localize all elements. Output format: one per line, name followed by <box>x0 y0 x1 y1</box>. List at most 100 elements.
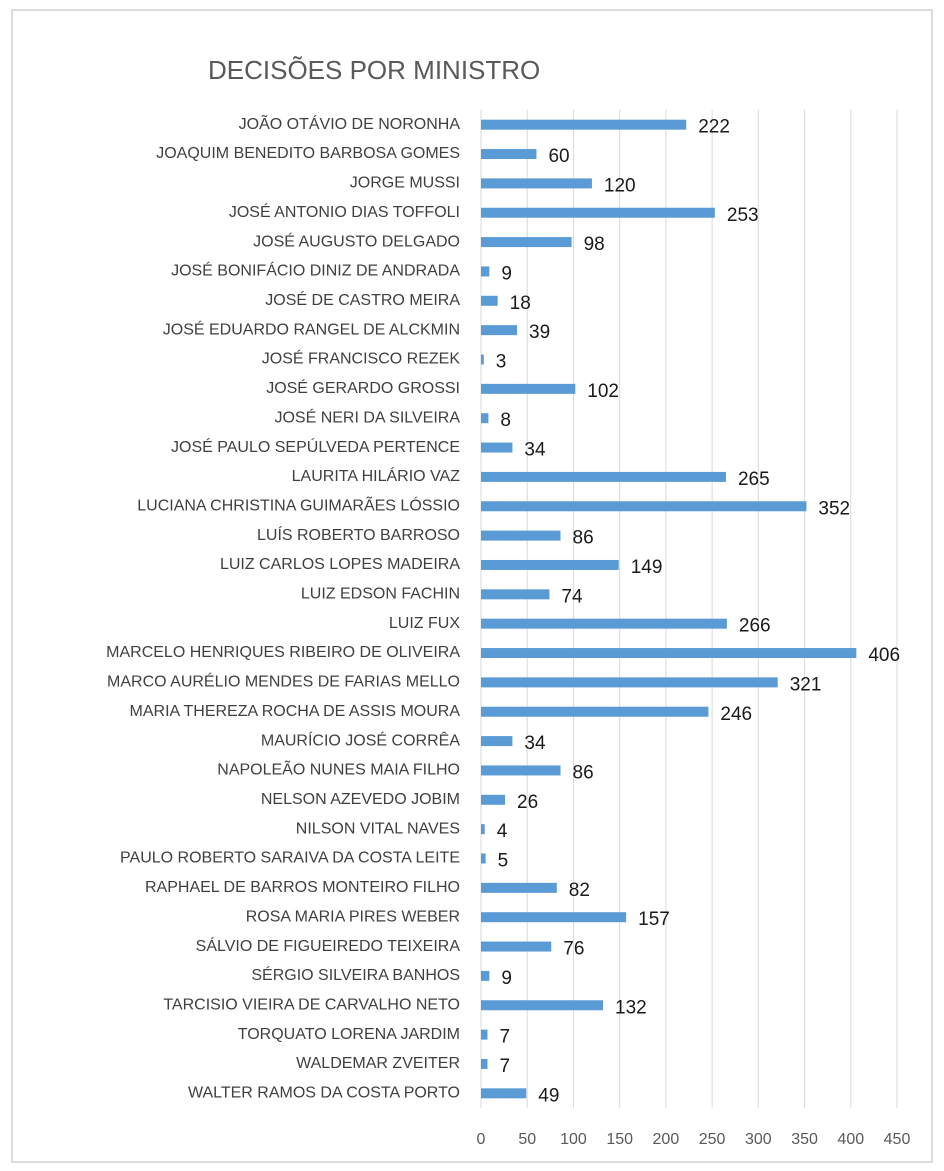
y-tick-label: MAURÍCIO JOSÉ CORRÊA <box>261 730 460 749</box>
y-tick-label: TARCISIO VIEIRA DE CARVALHO NETO <box>163 996 460 1013</box>
data-label: 9 <box>501 968 512 989</box>
y-tick-label: SÁLVIO DE FIGUEIREDO TEIXEIRA <box>196 936 461 955</box>
data-label: 39 <box>529 322 550 343</box>
bar <box>481 677 778 688</box>
bar <box>481 589 550 600</box>
y-tick-label: MARCO AURÉLIO MENDES DE FARIAS MELLO <box>107 672 460 691</box>
bar <box>481 471 726 482</box>
bar <box>481 1000 604 1011</box>
bar <box>481 119 687 130</box>
bar <box>481 706 709 717</box>
y-tick-label: LUIZ FUX <box>389 615 460 632</box>
bar <box>481 1058 488 1069</box>
data-label: 132 <box>615 997 647 1018</box>
bar <box>481 413 489 424</box>
data-label: 406 <box>868 645 900 666</box>
data-label: 76 <box>563 939 584 960</box>
y-tick-label: NAPOLEÃO NUNES MAIA FILHO <box>217 759 460 779</box>
x-tick-label: 400 <box>837 1131 864 1148</box>
data-label: 26 <box>517 792 538 813</box>
bar <box>481 207 715 218</box>
data-label: 74 <box>561 586 583 607</box>
bar <box>481 501 807 512</box>
y-tick-label: PAULO ROBERTO SARAIVA DA COSTA LEITE <box>120 850 460 867</box>
bar <box>481 178 592 189</box>
bar <box>481 618 727 629</box>
x-tick-label: 250 <box>699 1131 726 1148</box>
x-tick-label: 450 <box>884 1131 911 1148</box>
data-label: 3 <box>496 352 507 373</box>
data-label: 157 <box>638 909 670 930</box>
y-tick-label: TORQUATO LORENA JARDIM <box>238 1026 460 1043</box>
data-label: 9 <box>501 263 512 284</box>
y-tick-label: LUIZ EDSON FACHIN <box>301 586 460 603</box>
y-tick-label: JOSÉ GERARDO GROSSI <box>266 378 460 397</box>
x-tick-label: 350 <box>791 1131 818 1148</box>
y-tick-label: SÉRGIO SILVEIRA BANHOS <box>251 965 460 984</box>
y-tick-label: LUCIANA CHRISTINA GUIMARÃES LÓSSIO <box>137 494 460 514</box>
data-label: 321 <box>790 674 822 695</box>
bar <box>481 530 561 541</box>
bar <box>481 354 484 365</box>
bar <box>481 941 552 952</box>
bar <box>481 824 485 835</box>
bar <box>481 912 627 923</box>
data-label: 266 <box>739 616 771 637</box>
y-tick-label: LUÍS ROBERTO BARROSO <box>257 525 460 544</box>
y-tick-label: WALDEMAR ZVEITER <box>296 1055 460 1072</box>
y-tick-label: WALTER RAMOS DA COSTA PORTO <box>188 1085 460 1102</box>
y-tick-label: JOSÉ ANTONIO DIAS TOFFOLI <box>229 202 460 221</box>
data-label: 102 <box>587 381 619 402</box>
y-tick-label: JORGE MUSSI <box>350 175 460 192</box>
data-label: 246 <box>720 704 752 725</box>
y-tick-label: JOSÉ DE CASTRO MEIRA <box>265 290 460 309</box>
bar <box>481 882 557 893</box>
data-label: 8 <box>500 410 511 431</box>
data-label: 7 <box>499 1027 510 1048</box>
data-label: 222 <box>698 117 730 138</box>
bar <box>481 765 561 776</box>
x-tick-label: 50 <box>518 1131 536 1148</box>
bar <box>481 266 490 277</box>
bar <box>481 149 537 160</box>
bar <box>481 237 572 248</box>
data-label: 34 <box>524 733 546 754</box>
y-tick-label: JOÃO OTÁVIO DE NORONHA <box>239 113 461 133</box>
y-tick-label: JOSÉ AUGUSTO DELGADO <box>253 231 460 250</box>
data-label: 265 <box>738 469 770 490</box>
bar <box>481 794 506 805</box>
chart-title: DECISÕES POR MINISTRO <box>208 55 540 85</box>
data-label: 5 <box>498 851 509 872</box>
bar <box>481 325 518 336</box>
x-tick-label: 150 <box>606 1131 633 1148</box>
bar <box>481 559 619 570</box>
bar <box>481 1029 488 1040</box>
data-label: 120 <box>604 175 636 196</box>
data-label: 352 <box>818 498 850 519</box>
y-tick-label: JOAQUIM BENEDITO BARBOSA GOMES <box>156 145 460 162</box>
data-label: 7 <box>499 1056 510 1077</box>
x-tick-label: 100 <box>560 1131 587 1148</box>
bar <box>481 648 857 659</box>
bar <box>481 295 498 306</box>
data-label: 18 <box>510 293 531 314</box>
y-tick-label: NELSON AZEVEDO JOBIM <box>261 791 460 808</box>
data-label: 86 <box>573 762 594 783</box>
data-label: 98 <box>584 234 605 255</box>
y-tick-label: LAURITA HILÁRIO VAZ <box>292 466 461 485</box>
y-tick-label: JOSÉ NERI DA SILVEIRA <box>274 407 460 426</box>
data-label: 86 <box>573 528 594 549</box>
bar <box>481 1088 527 1099</box>
data-label: 4 <box>497 821 508 842</box>
data-label: 34 <box>524 440 546 461</box>
x-tick-label: 0 <box>477 1131 486 1148</box>
data-label: 82 <box>569 880 590 901</box>
x-tick-label: 200 <box>653 1131 680 1148</box>
y-tick-label: JOSÉ FRANCISCO REZEK <box>262 349 461 368</box>
y-tick-label: RAPHAEL DE BARROS MONTEIRO FILHO <box>145 879 460 896</box>
data-label: 253 <box>727 205 759 226</box>
data-label: 49 <box>538 1085 559 1106</box>
data-label: 149 <box>631 557 663 578</box>
y-tick-label: MARCELO HENRIQUES RIBEIRO DE OLIVEIRA <box>106 644 460 661</box>
